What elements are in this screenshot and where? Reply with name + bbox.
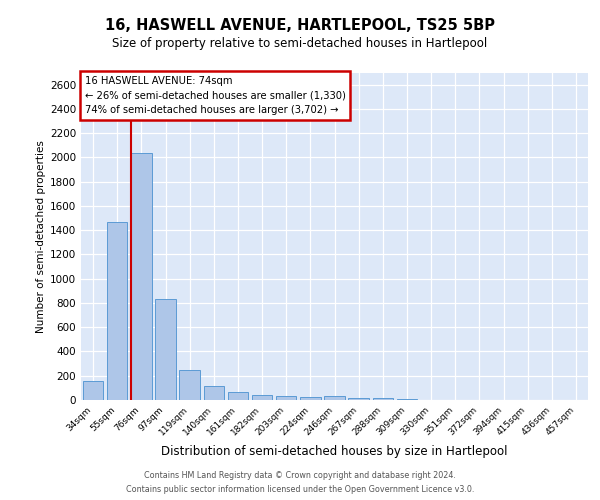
Bar xyxy=(107,222,127,400)
Bar xyxy=(155,300,176,400)
Bar xyxy=(83,381,103,400)
Bar xyxy=(252,396,272,400)
Bar xyxy=(203,386,224,400)
Bar xyxy=(397,399,417,400)
Y-axis label: Number of semi-detached properties: Number of semi-detached properties xyxy=(36,140,46,332)
X-axis label: Distribution of semi-detached houses by size in Hartlepool: Distribution of semi-detached houses by … xyxy=(161,446,508,458)
Bar xyxy=(373,398,393,400)
Bar xyxy=(179,370,200,400)
Text: 16 HASWELL AVENUE: 74sqm
← 26% of semi-detached houses are smaller (1,330)
74% o: 16 HASWELL AVENUE: 74sqm ← 26% of semi-d… xyxy=(85,76,346,115)
Bar xyxy=(300,396,320,400)
Text: Contains HM Land Registry data © Crown copyright and database right 2024.
Contai: Contains HM Land Registry data © Crown c… xyxy=(126,472,474,494)
Bar xyxy=(276,396,296,400)
Bar xyxy=(227,392,248,400)
Text: 16, HASWELL AVENUE, HARTLEPOOL, TS25 5BP: 16, HASWELL AVENUE, HARTLEPOOL, TS25 5BP xyxy=(105,18,495,32)
Text: Size of property relative to semi-detached houses in Hartlepool: Size of property relative to semi-detach… xyxy=(112,38,488,51)
Bar xyxy=(349,398,369,400)
Bar xyxy=(324,396,345,400)
Bar xyxy=(131,152,152,400)
